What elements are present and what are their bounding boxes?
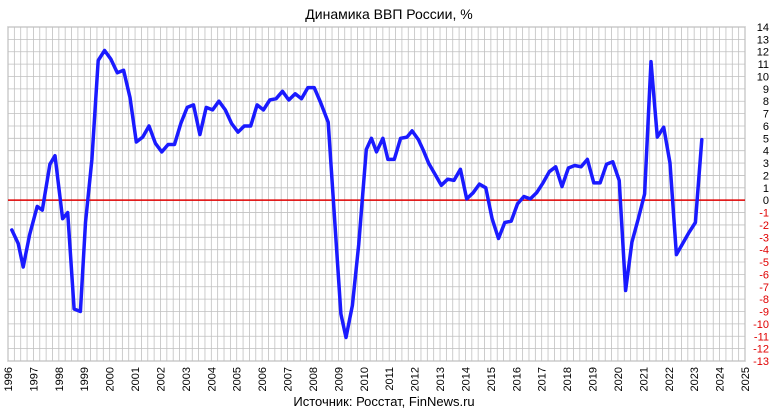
y-tick-label: 1 bbox=[763, 183, 769, 195]
x-axis: 1996 1997 1998 1999 2000 2001 2002 2003 2004 2005… bbox=[3, 367, 752, 391]
y-tick-label: 14 bbox=[757, 22, 769, 34]
x-tick-label: 2022 bbox=[664, 367, 676, 391]
x-tick-label: 2002 bbox=[155, 367, 167, 391]
y-tick-label: 0 bbox=[763, 195, 769, 207]
x-tick-label: 2015 bbox=[486, 367, 498, 391]
x-tick-label: 2007 bbox=[283, 367, 295, 391]
y-axis: 14131211109876543210-1-2-3-4-5-6-7-8-9-1… bbox=[753, 22, 769, 368]
y-tick-label: -7 bbox=[759, 282, 769, 294]
y-tick-label: -8 bbox=[759, 294, 769, 306]
y-tick-label: -12 bbox=[753, 344, 769, 356]
x-tick-label: 2010 bbox=[359, 367, 371, 391]
x-tick-label: 1996 bbox=[3, 367, 15, 391]
x-tick-label: 2000 bbox=[105, 367, 117, 391]
y-tick-label: -13 bbox=[753, 356, 769, 368]
y-tick-label: 2 bbox=[763, 170, 769, 182]
x-tick-label: 2025 bbox=[740, 367, 752, 391]
x-tick-label: 2016 bbox=[511, 367, 523, 391]
x-tick-label: 2012 bbox=[410, 367, 422, 391]
y-tick-label: -9 bbox=[759, 307, 769, 319]
y-tick-label: 9 bbox=[763, 84, 769, 96]
y-tick-label: -2 bbox=[759, 220, 769, 232]
y-tick-label: 10 bbox=[757, 71, 769, 83]
y-tick-label: -3 bbox=[759, 232, 769, 244]
y-tick-label: 5 bbox=[763, 133, 769, 145]
y-tick-label: -6 bbox=[759, 269, 769, 281]
x-tick-label: 2024 bbox=[715, 367, 727, 391]
x-tick-label: 2020 bbox=[613, 367, 625, 391]
x-tick-label: 2013 bbox=[435, 367, 447, 391]
y-tick-label: 8 bbox=[763, 96, 769, 108]
x-tick-label: 2003 bbox=[181, 367, 193, 391]
x-tick-label: 2008 bbox=[308, 367, 320, 391]
y-tick-label: -4 bbox=[759, 245, 769, 257]
y-tick-label: -10 bbox=[753, 319, 769, 331]
gdp-series-line bbox=[10, 48, 704, 340]
chart-title: Динамика ВВП России, % bbox=[305, 6, 472, 22]
y-tick-label: 6 bbox=[763, 121, 769, 133]
x-tick-label: 2019 bbox=[588, 367, 600, 391]
x-tick-label: 2018 bbox=[562, 367, 574, 391]
y-tick-label: -11 bbox=[754, 331, 769, 343]
x-tick-label: 2006 bbox=[257, 367, 269, 391]
y-tick-label: 4 bbox=[763, 146, 769, 158]
x-tick-label: 2021 bbox=[638, 367, 650, 391]
x-tick-label: 1999 bbox=[79, 367, 91, 391]
x-tick-label: 2023 bbox=[689, 367, 701, 391]
y-tick-label: -1 bbox=[759, 208, 769, 220]
x-tick-label: 2009 bbox=[333, 367, 345, 391]
x-tick-label: 2005 bbox=[232, 367, 244, 391]
y-tick-label: -5 bbox=[759, 257, 769, 269]
y-tick-label: 12 bbox=[757, 47, 769, 59]
source-note: Источник: Росстат, FinNews.ru bbox=[293, 394, 474, 409]
x-tick-label: 2011 bbox=[384, 367, 396, 391]
x-tick-label: 1998 bbox=[54, 367, 66, 391]
x-tick-label: 2001 bbox=[130, 367, 142, 391]
y-tick-label: 7 bbox=[763, 109, 769, 121]
chart-grid bbox=[7, 26, 746, 362]
y-tick-label: 3 bbox=[763, 158, 769, 170]
y-tick-label: 13 bbox=[757, 34, 769, 46]
x-tick-label: 1997 bbox=[28, 367, 40, 391]
y-tick-label: 11 bbox=[758, 59, 769, 71]
x-tick-label: 2017 bbox=[537, 367, 549, 391]
x-tick-label: 2004 bbox=[206, 367, 218, 391]
x-tick-label: 2014 bbox=[460, 367, 472, 391]
